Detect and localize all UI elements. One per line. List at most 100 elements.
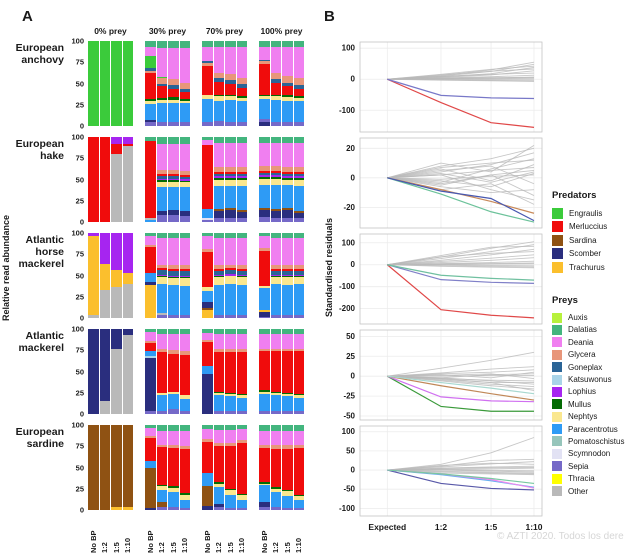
residual-line-taxon [387,375,535,395]
legend-label: Dalatias [568,325,597,335]
y-axis: 100 75 50 25 0 [64,421,88,515]
bar-segment [168,507,179,510]
bar-segment [293,411,304,414]
stacked-bar [225,137,236,222]
bar-segment [179,499,190,509]
bar-segment [179,314,190,318]
bar-segment [270,487,281,489]
column-header: 30% prey [148,26,187,36]
bar-segment [145,427,156,437]
stacked-bar [213,425,224,510]
bar-segment [270,209,281,211]
bar-segment [168,88,179,98]
x-tick-label: 1:10 [180,537,190,553]
bar-segment [168,215,179,222]
row-label: European sardine [15,426,64,450]
bar-segment [202,287,213,291]
bar-segment [168,97,179,100]
bar-segment [99,264,110,290]
bar-segment [168,278,179,285]
x-label-group: No BP 1:2 1:5 1:10 [259,521,304,554]
bar-segment [259,96,270,99]
legend-item: Lophius [552,386,632,397]
column-header: 0% prey [94,26,127,36]
bar-segment [122,41,133,126]
bar-segment [168,277,179,279]
stacked-bar [156,137,167,222]
bar-segment [179,179,190,181]
plot-border [359,329,543,421]
bar-segment [270,178,281,186]
bar-segment [236,351,247,395]
bar-segment [179,216,190,222]
x-label-cell: 1:5 [225,521,236,553]
stacked-bar [202,137,213,222]
bar-segment [179,494,190,500]
bar-segment [202,333,213,341]
bar-segment [202,61,213,64]
bar-segment [270,41,281,48]
bar-segment [122,145,133,222]
bar-segment [179,398,190,411]
plot-border [359,137,543,229]
legend-item: Scymnodon [552,448,632,459]
bar-segment [270,73,281,80]
bar-segment [259,394,270,412]
stacked-bar [213,41,224,126]
stacked-bar [99,233,110,318]
bar-segment [145,351,156,357]
bar-segment [236,166,247,172]
bar-segment [282,95,293,98]
bar-segment [225,121,236,126]
legend-item: Engraulis [552,208,632,219]
bar-segment [270,271,281,275]
bar-segment [259,483,270,486]
bar-segment [293,447,304,495]
bar-segment [168,353,179,392]
bar-segment [236,217,247,222]
legend-label: Thracia [568,474,595,484]
bar-segment [179,354,190,396]
x-tick-label: 1:5 [168,542,178,553]
x-label-cell: 1:5 [168,521,179,553]
bar-segment [213,171,224,174]
bar-segment [270,425,281,431]
bar-segment [202,442,213,474]
bar-segment [179,211,190,217]
legend-item: Sepia [552,461,632,472]
stacked-bar [145,41,156,126]
bar-segment [236,494,247,500]
legend-item: Sardina [552,234,632,246]
plot-border [359,41,543,133]
bar-segment [225,96,236,100]
bar-segment [168,425,179,431]
stacked-bar [225,233,236,318]
bar-segment [259,171,270,173]
bar-segment [225,275,236,277]
legend-label: Deania [568,337,594,347]
bar-segment [236,349,247,352]
bar-segment [259,172,270,176]
bar-segment [282,137,293,144]
bar-segment [179,334,190,352]
bar-segment [293,210,304,213]
stacked-bar [236,329,247,414]
stacked-bar [293,233,304,318]
bar-segment [270,233,281,239]
bar-segment [293,177,304,180]
bar-segment [111,154,122,222]
bar-segment [213,392,224,396]
bar-segment [282,217,293,222]
legend-item: Mullus [552,399,632,410]
bar-segment [225,176,236,178]
bar-segment [213,442,224,447]
x-axis-label: 1:2 [434,522,448,532]
stacked-bar [156,329,167,414]
bar-segment [156,284,167,313]
bar-segment [156,178,167,181]
stacked-bar [236,41,247,126]
bar-segment [282,41,293,47]
x-label-cell: 1:10 [237,521,248,553]
bar-group [88,233,133,318]
bar-segment [213,210,224,218]
